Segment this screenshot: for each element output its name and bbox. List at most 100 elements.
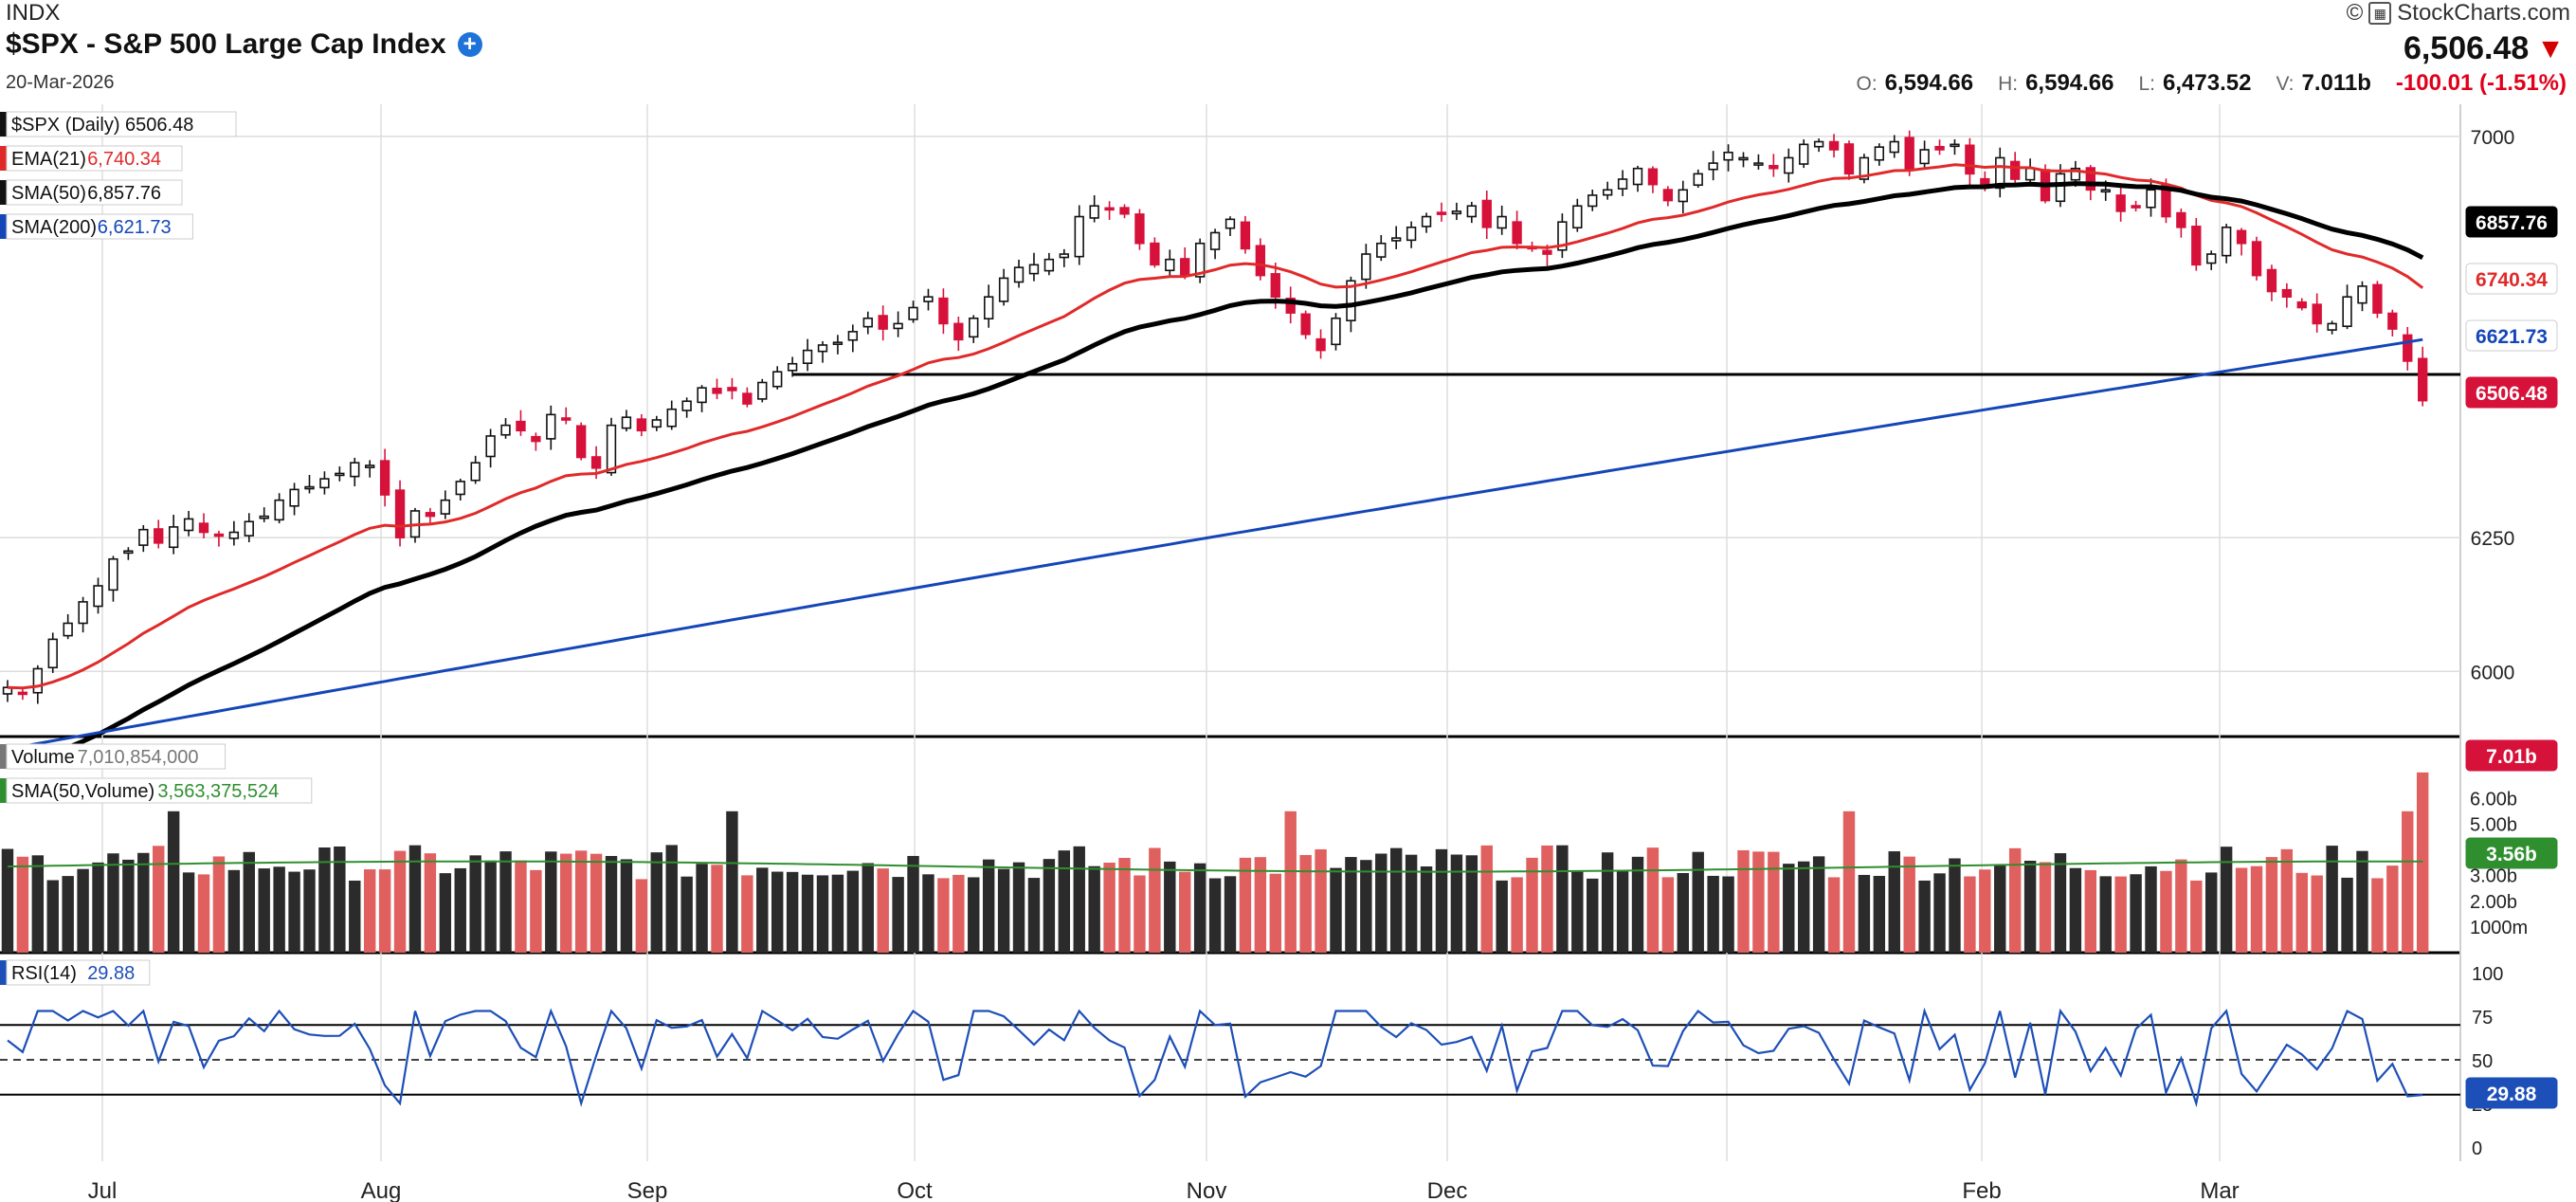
candle-body bbox=[2100, 189, 2111, 193]
volume-bar bbox=[680, 876, 693, 953]
candle-body bbox=[832, 341, 844, 345]
candle-body bbox=[1995, 156, 2005, 190]
candle-body bbox=[772, 371, 783, 388]
volume-bar bbox=[1299, 854, 1312, 953]
candle-body bbox=[228, 531, 240, 539]
volume-bar bbox=[1933, 873, 1946, 953]
volume-bar bbox=[2341, 877, 2353, 953]
brand[interactable]: © ▦ StockCharts.com bbox=[2347, 0, 2570, 27]
open-label: O: bbox=[1856, 73, 1878, 95]
legend-price: $SPX (Daily) 6506.48 bbox=[0, 111, 237, 137]
rsi-line bbox=[7, 1007, 2423, 1108]
legend-value: 6,740.34 bbox=[87, 149, 161, 170]
volume-bar bbox=[2402, 810, 2414, 953]
candle-body bbox=[47, 638, 58, 669]
volume-bar bbox=[1134, 875, 1146, 953]
candle-body bbox=[2009, 160, 2021, 180]
candle-body bbox=[1150, 242, 1160, 266]
volume-bar bbox=[408, 845, 422, 953]
candle-body bbox=[2312, 303, 2322, 325]
badge-box bbox=[2465, 263, 2558, 295]
candle-body bbox=[1843, 143, 1855, 175]
volume-bar bbox=[2145, 865, 2157, 953]
badge-box bbox=[2465, 206, 2558, 238]
candle-body bbox=[575, 425, 587, 459]
price-tick-label: 6000 bbox=[2471, 662, 2515, 683]
candle-body bbox=[1194, 242, 1206, 278]
candle-body bbox=[2327, 322, 2337, 331]
candle-body bbox=[1557, 221, 1568, 251]
volume-bar bbox=[1254, 857, 1267, 953]
low-label: L: bbox=[2138, 73, 2156, 95]
volume-bar bbox=[1073, 846, 1085, 953]
badge-label: 6857.76 bbox=[2476, 212, 2548, 234]
volume-bar bbox=[258, 868, 270, 953]
legend-label: RSI(14) bbox=[11, 963, 77, 984]
volume-bar bbox=[877, 868, 889, 953]
volume-bar bbox=[16, 856, 29, 953]
volume-bar bbox=[318, 847, 331, 953]
candle-body bbox=[289, 488, 299, 507]
volume-tick-label: 2.00b bbox=[2470, 892, 2517, 913]
volume-bar bbox=[1284, 810, 1297, 953]
rsi-tick-label: 25 bbox=[2472, 1095, 2493, 1116]
volume-bar bbox=[1541, 845, 1553, 953]
volume-bar bbox=[1389, 847, 1403, 953]
volume-bar bbox=[741, 875, 753, 953]
candle-body bbox=[1587, 194, 1598, 208]
candle-body bbox=[1828, 140, 1840, 151]
candle-body bbox=[983, 296, 994, 320]
candle-body bbox=[1361, 253, 1371, 281]
candle-body bbox=[938, 297, 949, 325]
volume-bar bbox=[1043, 859, 1056, 953]
volume-bar bbox=[1858, 874, 1871, 953]
candle-body bbox=[394, 489, 406, 538]
volume-bar bbox=[363, 869, 376, 953]
candle-body bbox=[500, 424, 511, 436]
volume-bar bbox=[620, 859, 633, 953]
volume-bar bbox=[2371, 878, 2384, 953]
badge-volume: 7.01b bbox=[2465, 739, 2558, 772]
volume-bar bbox=[1964, 876, 1976, 953]
volume-bar bbox=[484, 860, 497, 953]
candle-body bbox=[1028, 264, 1040, 275]
candle-body bbox=[1965, 144, 1975, 175]
volume-bar bbox=[2190, 880, 2203, 953]
legend-box bbox=[6, 743, 227, 770]
plus-icon[interactable]: + bbox=[457, 32, 482, 57]
volume-bar bbox=[1842, 810, 1856, 953]
volume-bar bbox=[62, 876, 74, 953]
candle-body bbox=[1059, 253, 1069, 259]
volume-bar bbox=[1360, 860, 1372, 953]
volume-bar bbox=[650, 852, 663, 953]
badge-sma200: 6621.73 bbox=[2465, 319, 2558, 352]
volume-bar bbox=[937, 878, 950, 953]
candle-body bbox=[1255, 245, 1266, 277]
candle-body bbox=[2191, 226, 2202, 266]
candle-body bbox=[1889, 140, 1899, 154]
symbol-title: $SPX - S&P 500 Large Cap Index bbox=[6, 28, 446, 60]
axes: Jul Aug Sep Oct Nov Dec Feb Mar 6000 6250 7000 6.00… bbox=[88, 127, 2529, 1202]
candle-body bbox=[1874, 146, 1885, 161]
volume-bar bbox=[1164, 861, 1176, 953]
volume-bar bbox=[334, 846, 346, 953]
stockcharts-logo-icon: ▦ bbox=[2368, 2, 2392, 25]
volume-bar bbox=[862, 863, 874, 953]
volume-bar bbox=[1450, 854, 1463, 953]
candle-body bbox=[2281, 288, 2293, 298]
candle-body bbox=[2070, 167, 2081, 181]
badge-box bbox=[2465, 837, 2558, 869]
volume-bar bbox=[1888, 851, 1900, 953]
volume-bar bbox=[982, 859, 995, 953]
volume-bar bbox=[46, 880, 59, 953]
legend-value: 29.88 bbox=[87, 963, 135, 984]
volume-bar bbox=[605, 855, 618, 953]
volume-bar bbox=[2008, 847, 2022, 953]
open-value: 6,594.66 bbox=[1884, 70, 1974, 96]
last-price-value: 6,506.48 bbox=[2403, 30, 2530, 66]
candle-body bbox=[862, 317, 873, 328]
candle-body bbox=[1104, 207, 1115, 211]
volume-bar bbox=[2356, 850, 2368, 953]
legend-label: Volume bbox=[11, 747, 75, 768]
